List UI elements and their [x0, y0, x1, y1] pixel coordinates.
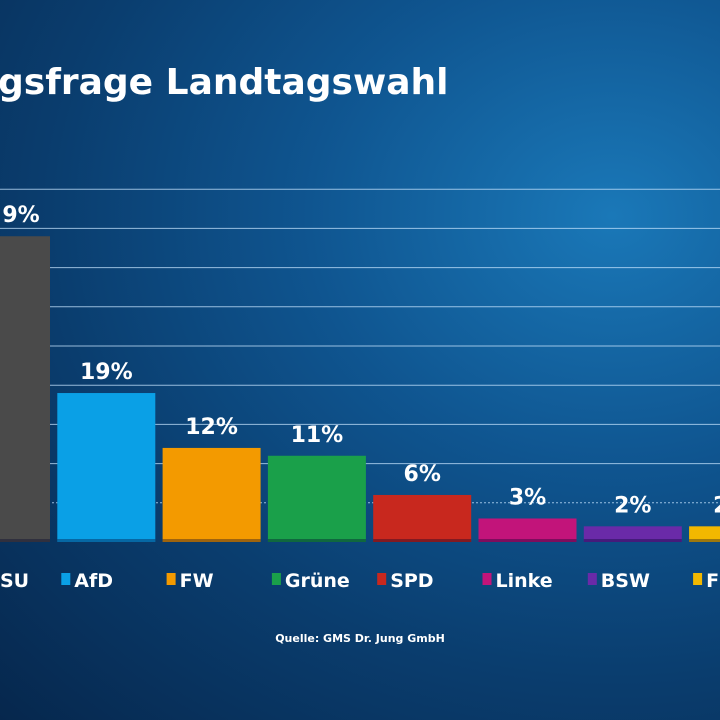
legend-swatch [482, 573, 492, 585]
legend-label: SU [0, 570, 29, 592]
bar-shadow [0, 539, 50, 542]
legend-label: SPD [390, 570, 433, 592]
bar-shadow [689, 539, 720, 542]
bar [478, 518, 577, 542]
legend-swatch [166, 573, 176, 585]
bar [689, 526, 720, 542]
value-label: 2% [614, 493, 651, 518]
bar [373, 494, 472, 542]
legend-label: F [706, 570, 719, 592]
bar-shadow [583, 539, 682, 542]
legend-swatch [693, 573, 703, 585]
bar [0, 236, 50, 543]
legend-swatch [61, 573, 71, 585]
legend-swatch [587, 573, 597, 585]
bar [583, 526, 682, 542]
bar [162, 447, 261, 542]
source-note: Quelle: GMS Dr. Jung GmbH [275, 632, 445, 645]
value-label: 12% [185, 415, 238, 440]
legend-label: Linke [496, 570, 553, 592]
value-label: 2 [713, 493, 720, 518]
bar-shadow [57, 539, 156, 542]
value-label: 6% [404, 462, 441, 487]
legend-label: Grüne [285, 570, 350, 592]
bar-shadow [478, 539, 577, 542]
value-label: 3% [509, 485, 546, 510]
chart-title: gsfrage Landtagswahl [0, 62, 449, 103]
bar-shadow [373, 539, 472, 542]
value-label: 9% [2, 203, 39, 228]
legend-label: BSW [601, 570, 650, 592]
bar-shadow [162, 539, 261, 542]
value-label: 11% [291, 423, 344, 448]
legend-swatch [271, 573, 281, 585]
legend-label: FW [180, 570, 214, 592]
bar-shadow [267, 539, 366, 542]
value-label: 19% [80, 360, 133, 385]
legend-label: AfD [74, 570, 113, 592]
bar [57, 393, 156, 542]
bar [267, 455, 366, 542]
legend-swatch [377, 573, 387, 585]
